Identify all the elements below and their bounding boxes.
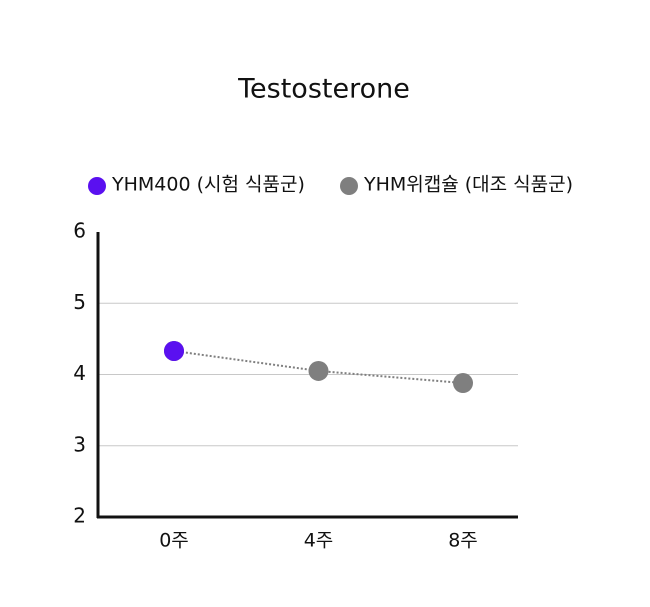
data-point (164, 340, 184, 361)
legend-label: YHM400 (시험 식품군) (111, 174, 305, 196)
chart-title: Testosterone (237, 74, 410, 105)
legend-marker (88, 177, 106, 195)
data-point (308, 360, 329, 381)
data-point (453, 373, 473, 394)
y-tick-label: 5 (73, 290, 86, 314)
legend-label: YHM위캡슐 (대조 식품군) (363, 174, 573, 196)
x-tick-label: 4주 (304, 530, 334, 552)
y-tick-label: 2 (73, 504, 86, 528)
y-tick-label: 3 (73, 432, 86, 456)
legend-marker (340, 177, 358, 195)
y-tick-label: 6 (73, 219, 86, 243)
x-tick-label: 8주 (448, 530, 478, 552)
y-tick-label: 4 (73, 361, 86, 385)
x-tick-label: 0주 (159, 530, 189, 552)
